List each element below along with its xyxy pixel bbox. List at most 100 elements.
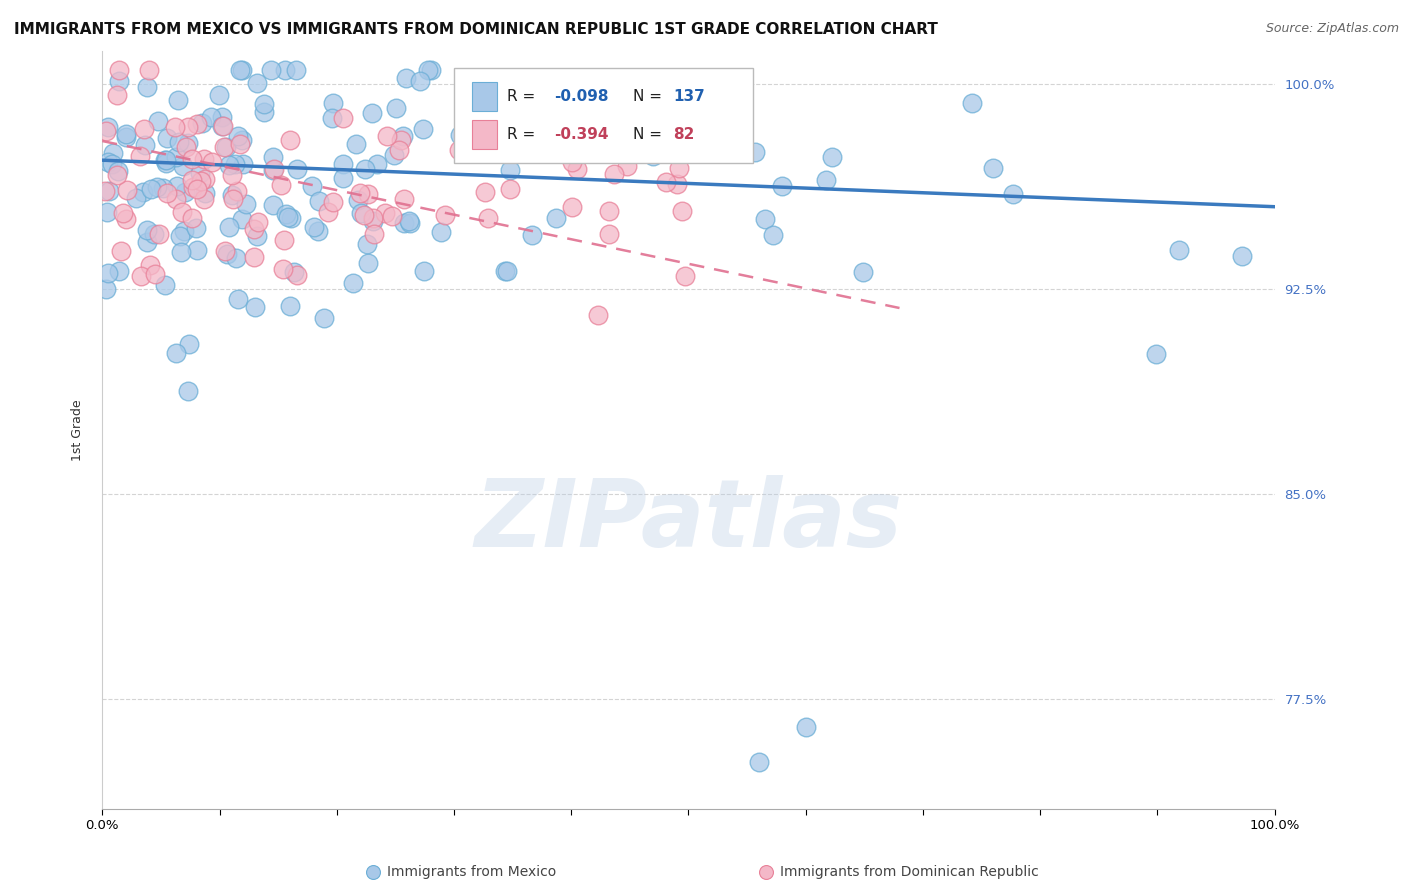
Point (342, 276, 364, 290)
Point (477, 211, 499, 226)
Point (602, 167, 624, 181)
Point (169, 228, 191, 243)
Text: ZIPatlas: ZIPatlas (474, 475, 903, 566)
Point (186, 244, 208, 258)
Point (179, 337, 201, 351)
Point (156, 186, 179, 200)
Point (115, 130, 138, 145)
Point (412, 263, 434, 277)
Point (107, 264, 129, 278)
Point (770, 179, 793, 194)
Point (301, 178, 323, 193)
Point (262, 162, 284, 177)
Point (385, 101, 408, 115)
Point (165, 193, 187, 207)
Point (181, 173, 204, 187)
Text: IMMIGRANTS FROM MEXICO VS IMMIGRANTS FROM DOMINICAN REPUBLIC 1ST GRADE CORRELATI: IMMIGRANTS FROM MEXICO VS IMMIGRANTS FRO… (14, 22, 938, 37)
Point (349, 186, 371, 200)
Point (135, 223, 157, 237)
Point (208, 88, 231, 103)
Point (271, 262, 294, 277)
Point (278, 133, 301, 147)
Point (495, 264, 517, 278)
Point (852, 265, 875, 279)
Point (94, 185, 117, 199)
Point (260, 62, 283, 77)
Point (231, 133, 253, 147)
Point (181, 180, 204, 194)
Point (673, 268, 696, 283)
Point (347, 193, 370, 207)
Point (434, 208, 457, 222)
Point (235, 197, 257, 211)
Point (108, 74, 131, 88)
Point (960, 96, 983, 111)
Text: N =: N = (633, 127, 662, 142)
Point (381, 210, 404, 224)
Point (143, 267, 166, 281)
Point (96, 204, 118, 219)
Point (177, 120, 200, 135)
Point (172, 159, 194, 173)
FancyBboxPatch shape (454, 68, 754, 163)
Point (720, 145, 742, 159)
Point (96, 282, 118, 296)
Point (388, 143, 411, 157)
Point (193, 153, 215, 167)
Point (616, 159, 638, 173)
Point (285, 162, 308, 177)
Text: 137: 137 (673, 88, 704, 103)
Point (641, 149, 664, 163)
Point (146, 179, 169, 194)
Point (361, 214, 384, 228)
Point (449, 128, 471, 142)
Point (389, 133, 412, 147)
Point (247, 215, 270, 229)
Point (1001, 187, 1024, 202)
Point (114, 212, 136, 227)
Point (214, 244, 236, 258)
Point (156, 131, 179, 145)
Point (307, 224, 329, 238)
Point (163, 120, 186, 135)
Point (96, 124, 118, 138)
Point (132, 185, 155, 199)
Point (136, 235, 159, 249)
Point (350, 206, 373, 220)
Point (212, 140, 235, 154)
Point (152, 181, 174, 195)
Point (344, 137, 367, 152)
Point (392, 128, 415, 143)
Point (243, 222, 266, 236)
Point (332, 170, 354, 185)
Point (167, 93, 190, 107)
Point (447, 143, 470, 157)
Point (231, 62, 253, 77)
Point (748, 756, 770, 770)
Point (547, 127, 569, 141)
Point (1230, 249, 1253, 263)
Point (191, 116, 214, 130)
Point (273, 233, 295, 247)
Point (194, 172, 217, 186)
Bar (471, 82, 498, 111)
Point (148, 227, 170, 241)
Point (308, 194, 330, 208)
Point (420, 62, 443, 77)
Point (361, 105, 384, 120)
Point (561, 155, 583, 169)
Point (134, 138, 156, 153)
Point (186, 181, 208, 195)
Point (322, 194, 344, 209)
Point (229, 62, 252, 77)
Point (332, 157, 354, 171)
Point (97, 266, 120, 280)
Point (138, 62, 160, 77)
Point (167, 135, 190, 149)
Point (100, 157, 122, 171)
Point (384, 148, 406, 162)
Point (499, 182, 522, 196)
Point (129, 269, 152, 284)
Point (354, 162, 377, 177)
Point (129, 149, 152, 163)
